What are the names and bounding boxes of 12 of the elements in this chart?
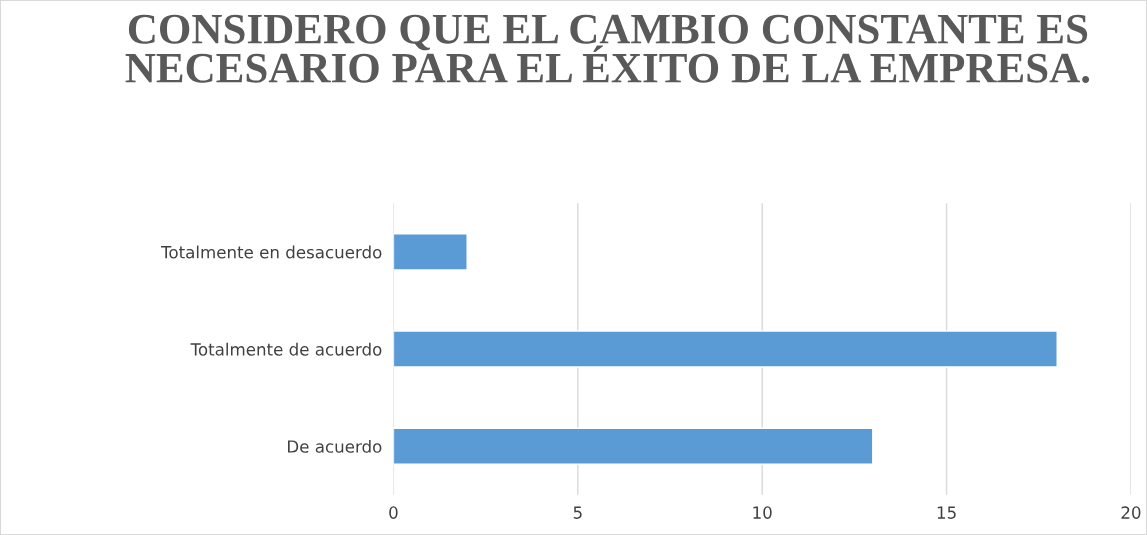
y-tick-label: Totalmente en desacuerdo	[161, 245, 382, 259]
y-tick-label: De acuerdo	[288, 439, 382, 453]
x-tick-label: 15	[937, 506, 956, 519]
x-tick-label: 10	[753, 506, 772, 519]
y-tick-label: Totalmente de acuerdo	[190, 342, 382, 356]
x-tick-label: 20	[1121, 506, 1141, 519]
x-tick-label: 0	[389, 506, 398, 519]
chart-title: CONSIDERO QUE EL CAMBIO CONSTANTE ES NECESARIO PARA EL ÉXITO DE LA EMPRESA.	[125, 14, 1090, 83]
bar	[393, 330, 1058, 368]
x-tick-label: 5	[573, 506, 582, 519]
bar	[393, 427, 874, 465]
bar	[393, 233, 468, 271]
